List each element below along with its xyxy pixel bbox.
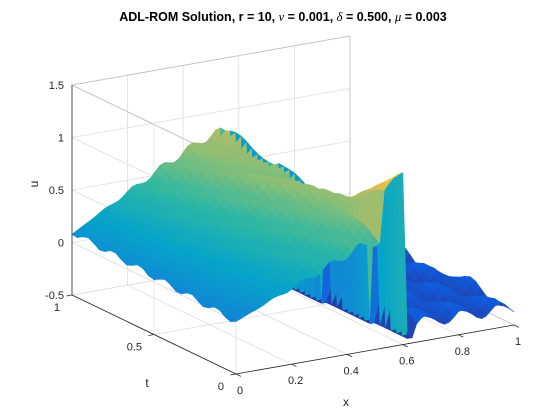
t-tick-label: 1: [54, 302, 60, 314]
x-axis-label: x: [343, 395, 349, 409]
z-tick-label: -0.5: [45, 290, 64, 302]
title-delta-value: = 0.500,: [342, 10, 394, 24]
x-tick-mark: [235, 373, 242, 377]
z-tick-label: 1.5: [49, 80, 64, 92]
x-tick-label: 0.4: [344, 365, 359, 377]
x-tick-mark: [291, 363, 297, 367]
x-tick-label: 1: [515, 336, 521, 348]
x-axis-line: [235, 324, 515, 375]
title-mu-symbol: μ: [394, 10, 401, 24]
title-nu-symbol: ν: [279, 10, 285, 24]
t-tick-mark: [230, 373, 237, 376]
y-axis-label: t: [145, 376, 149, 390]
x-tick-mark: [513, 324, 520, 328]
z-tick-label: 0: [58, 238, 64, 250]
x-tick-label: 0.8: [455, 346, 470, 358]
t-tick-mark: [148, 334, 155, 336]
title-prefix: ADL-ROM Solution, r = 10,: [119, 10, 278, 24]
t-tick-mark: [66, 294, 73, 297]
title-mu-value: = 0.003: [401, 10, 447, 24]
box-edge: [71, 35, 351, 86]
x-tick-label: 0.2: [288, 375, 303, 387]
x-tick-mark: [347, 354, 353, 358]
title-nu-value: = 0.001,: [284, 10, 336, 24]
t-tick-label: 0: [218, 381, 224, 393]
z-tick-label: 1: [58, 133, 64, 145]
title-delta-symbol: δ: [337, 10, 343, 24]
x-tick-mark: [402, 344, 408, 348]
z-axis-label: u: [27, 181, 41, 188]
surface-mesh: [71, 127, 515, 339]
x-tick-mark: [458, 334, 464, 338]
z-tick-label: 0.5: [49, 185, 64, 197]
x-tick-label: 0.6: [399, 356, 414, 368]
surface-facet: [503, 305, 515, 313]
t-tick-label: 0.5: [127, 342, 142, 354]
chart-title: ADL-ROM Solution, r = 10, ν = 0.001, δ =…: [119, 10, 447, 24]
x-tick-label: 0: [237, 385, 243, 397]
